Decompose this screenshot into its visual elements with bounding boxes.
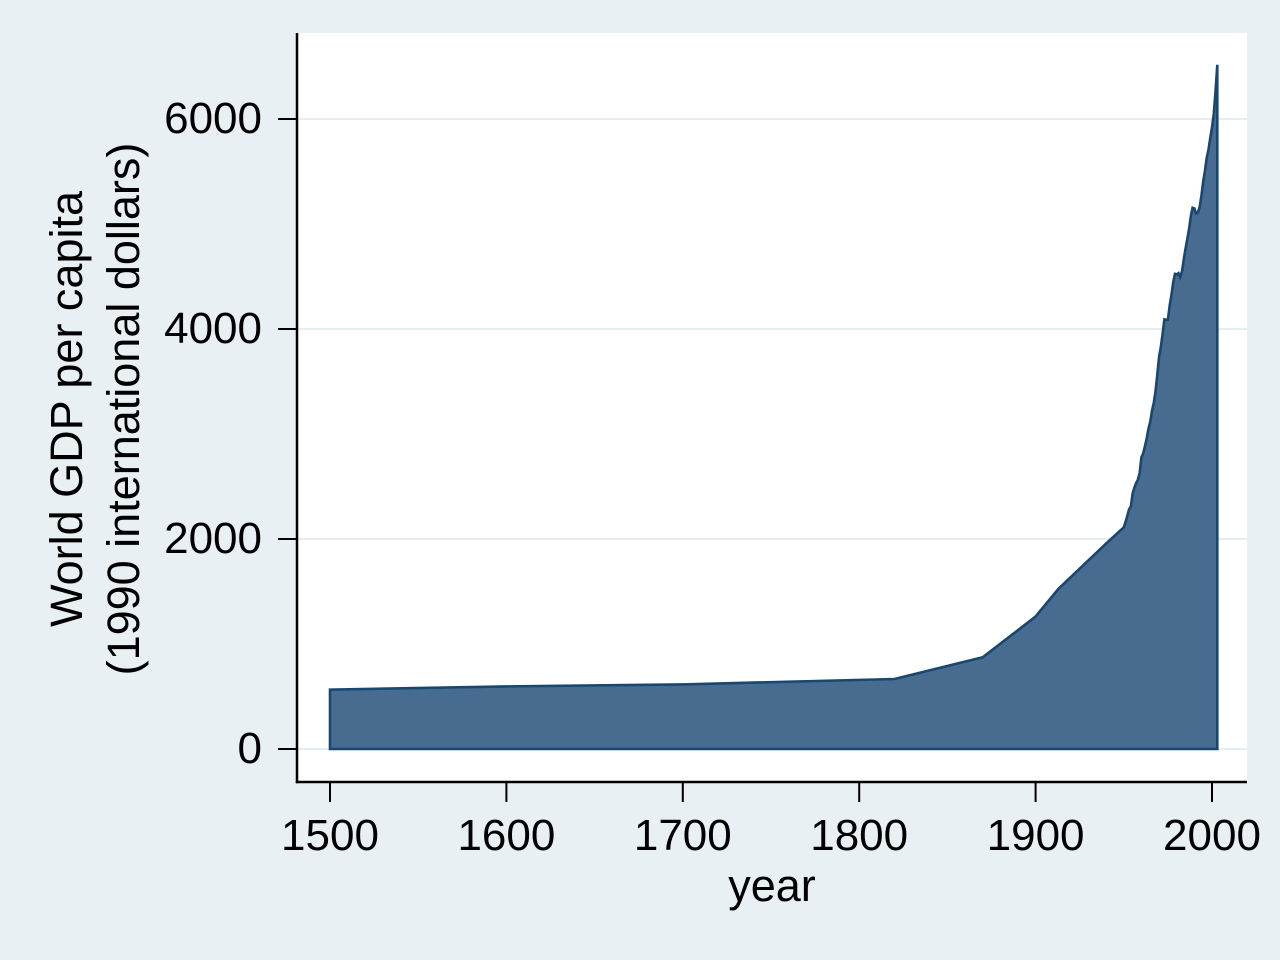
y-tick-label: 6000 — [164, 94, 262, 143]
x-tick-label: 1700 — [633, 811, 732, 860]
y-tick-label: 2000 — [164, 514, 262, 563]
x-tick-label: 1900 — [986, 811, 1085, 860]
x-tick-label: 1500 — [281, 811, 379, 860]
y-tick-label: 4000 — [164, 304, 262, 353]
x-axis-title: year — [728, 860, 816, 911]
x-tick-label: 1600 — [457, 811, 556, 860]
x-tick-label: 1800 — [810, 811, 909, 860]
y-tick-label: 0 — [237, 724, 262, 773]
area-series — [328, 64, 1219, 751]
x-tick-label: 2000 — [1163, 811, 1261, 860]
